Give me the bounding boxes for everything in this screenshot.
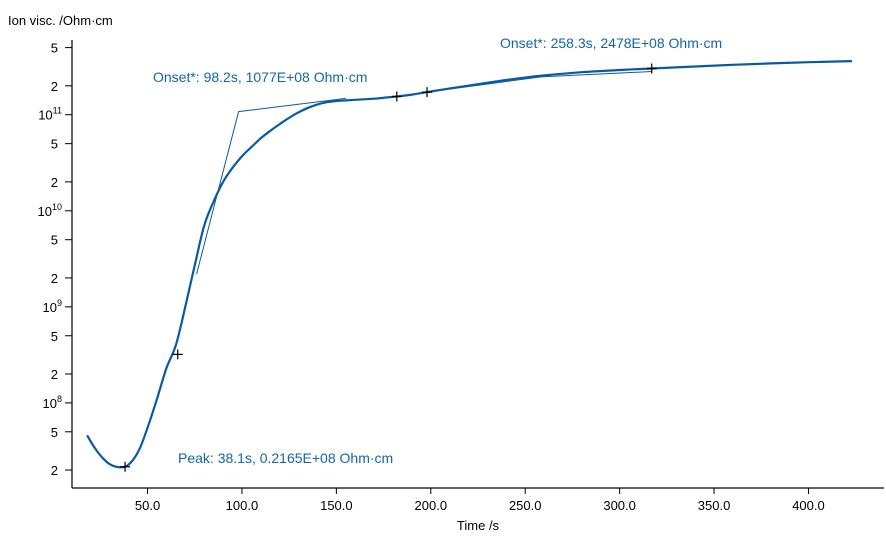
y-tick-label-3: 2: [51, 367, 58, 382]
y-tick-label-8: 1010: [38, 202, 62, 219]
cross-marker-3: [422, 87, 433, 98]
x-tick-label-5: 300.0: [603, 498, 636, 513]
y-tick-label-1: 5: [51, 425, 58, 440]
tangent-line-1: [426, 71, 652, 93]
series-layer: [86, 60, 852, 469]
cross-marker-4: [646, 63, 657, 74]
annotation-peak: Peak: 38.1s, 0.2165E+08 Ohm·cm: [178, 450, 393, 466]
annotation-onset-1: Onset*: 98.2s, 1077E+08 Ohm·cm: [153, 69, 367, 85]
tangent-line-0: [196, 97, 346, 275]
y-tick-label-4: 5: [51, 329, 58, 344]
y-tick-label-12: 2: [51, 79, 58, 94]
cross-marker-2: [391, 91, 402, 102]
y-tick-label-0: 2: [51, 463, 58, 478]
ion-viscosity-line-0: [86, 60, 852, 469]
x-tick-label-1: 100.0: [226, 498, 259, 513]
y-tick-label-10: 5: [51, 137, 58, 152]
x-tick-label-7: 400.0: [792, 498, 825, 513]
markers: [120, 63, 657, 472]
x-tick-label-6: 350.0: [698, 498, 731, 513]
y-ticks: 2 5 108 2 5 109 2 5 1010 2 5 1011 2 5: [38, 41, 72, 478]
y-tick-label-6: 2: [51, 271, 58, 286]
x-axis-title: Time /s: [457, 518, 500, 533]
x-ticks: 50.0 100.0 150.0 200.0 250.0 300.0 350.0 400.0: [135, 488, 825, 513]
y-axis-title: Ion visc. /Ohm·cm: [8, 13, 113, 28]
x-tick-label-4: 250.0: [509, 498, 542, 513]
y-tick-label-7: 5: [51, 233, 58, 248]
y-tick-label-5: 109: [43, 298, 62, 315]
y-tick-label-11: 1011: [38, 106, 62, 123]
cross-marker-0: [120, 461, 131, 472]
y-tick-label-13: 5: [51, 41, 58, 56]
x-tick-label-3: 200.0: [415, 498, 448, 513]
x-tick-label-0: 50.0: [135, 498, 160, 513]
cross-marker-1: [172, 349, 183, 360]
y-tick-label-2: 108: [43, 394, 62, 411]
y-tick-label-9: 2: [51, 175, 58, 190]
annotation-onset-2: Onset*: 258.3s, 2478E+08 Ohm·cm: [500, 35, 722, 51]
x-tick-label-2: 150.0: [320, 498, 353, 513]
tangent-lines: [196, 71, 652, 275]
